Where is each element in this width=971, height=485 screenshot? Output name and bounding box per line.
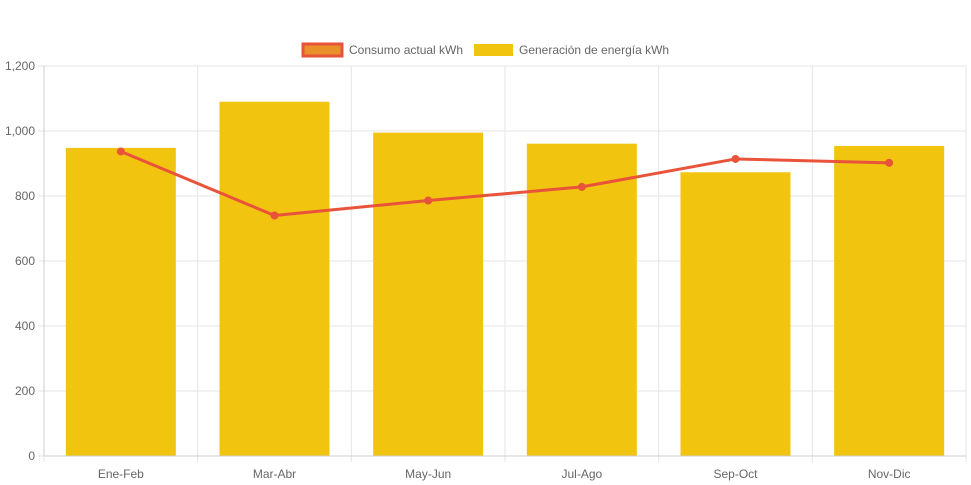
point-consumo bbox=[270, 211, 279, 220]
x-tick-label: Ene-Feb bbox=[98, 467, 144, 481]
legend-label-generacion[interactable]: Generación de energía kWh bbox=[519, 43, 669, 57]
legend-swatch-consumo[interactable] bbox=[301, 42, 344, 58]
point-consumo bbox=[116, 147, 125, 156]
y-tick-label: 600 bbox=[15, 254, 35, 268]
y-tick-label: 1,000 bbox=[5, 124, 35, 138]
legend[interactable]: Consumo actual kWh Generación de energía… bbox=[301, 42, 669, 58]
x-tick-label: Mar-Abr bbox=[253, 467, 296, 481]
y-tick-label: 400 bbox=[15, 319, 35, 333]
y-tick-label: 0 bbox=[28, 449, 35, 463]
point-consumo bbox=[731, 154, 740, 163]
legend-swatch-generacion[interactable] bbox=[474, 44, 513, 56]
x-tick-label: Jul-Ago bbox=[561, 467, 602, 481]
line-series bbox=[116, 147, 894, 220]
bar-generacion bbox=[219, 101, 330, 456]
x-tick-label: May-Jun bbox=[405, 467, 451, 481]
point-consumo bbox=[577, 182, 586, 191]
y-tick-label: 200 bbox=[15, 384, 35, 398]
bar-generacion bbox=[373, 132, 484, 456]
grid bbox=[43, 65, 967, 462]
point-consumo bbox=[424, 196, 433, 205]
bar-generacion bbox=[680, 172, 791, 456]
line-consumo bbox=[120, 150, 890, 217]
x-tick-label: Nov-Dic bbox=[868, 467, 911, 481]
legend-label-consumo[interactable]: Consumo actual kWh bbox=[349, 43, 463, 57]
y-tick-label: 1,200 bbox=[5, 59, 35, 73]
bar-generacion bbox=[65, 147, 176, 456]
bars bbox=[65, 101, 945, 457]
y-tick-label: 800 bbox=[15, 189, 35, 203]
bar-generacion bbox=[526, 143, 637, 457]
x-axis: Ene-Feb Mar-Abr May-Jun Jul-Ago Sep-Oct Nov-D… bbox=[44, 455, 966, 481]
bar-generacion bbox=[834, 145, 945, 456]
y-axis: 0 200 400 600 800 1,000 1,200 bbox=[5, 59, 45, 463]
x-tick-label: Sep-Oct bbox=[713, 467, 758, 481]
point-consumo bbox=[885, 158, 894, 167]
